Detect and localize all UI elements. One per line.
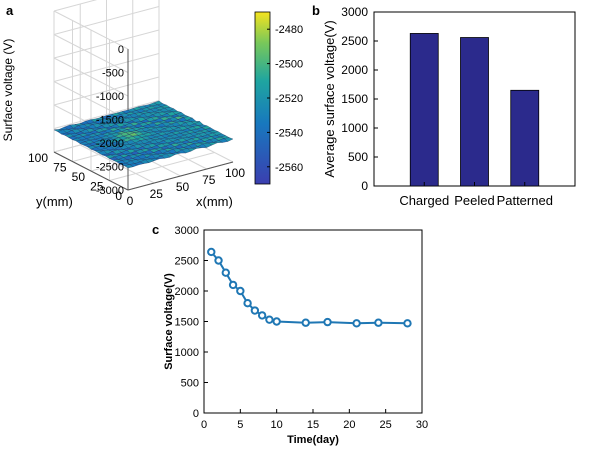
line-chart-c: 0 500 1000 1500 2000 2500 3000 0 5 10 15 20 25 30 Time… [163,225,428,446]
y-tick-label-b: 3000 [341,5,368,19]
x-tick-label-c: 20 [343,419,355,431]
y-tick-label-b: 2000 [341,63,368,77]
y-tick-label-c: 3000 [175,225,199,237]
x-tick-label-c: 10 [271,419,283,431]
y-tick-label-a: 0 [115,189,122,203]
colorbar-tick-label: -2520 [275,93,303,105]
surface-cell [223,137,234,142]
x-tick-label-c: 5 [237,419,243,431]
wall-grid-z-left [53,34,129,73]
x-tick-label-a: 75 [202,173,216,187]
y-tick-label-b: 1500 [341,92,368,106]
z-tick-label-a: -1500 [96,115,124,127]
wall-grid-z-left [53,10,129,50]
y-axis-line [53,151,129,191]
y-axis-label-c: Surface voltage(V) [163,273,175,370]
y-tick-label-a: 50 [72,170,86,184]
y-axis-label-a: y(mm) [36,194,73,209]
data-point-c [214,256,223,265]
bar-patterned [510,89,540,187]
wall-grid-z-back [53,53,160,82]
x-tick-label-a: 100 [225,166,245,180]
data-point-c [207,247,216,257]
wall-grid-z-back [53,0,98,12]
y-tick-label-b: 0 [361,179,368,193]
colorbar-tick-label: -2560 [275,162,303,174]
data-point-c [257,311,267,320]
data-point-c [323,317,332,327]
y-axis-label-b: Average surface voltage(V) [322,20,337,177]
y-tick-label-c: 2500 [175,256,199,268]
panel-label-c: c [152,222,160,237]
panel-label-a: a [6,3,14,18]
x-tick-label-a: 25 [150,187,164,201]
x-tick-label-a: 50 [176,180,190,194]
y-tick-label-c: 0 [193,408,199,420]
data-point-c [228,280,238,290]
z-tick-label-a: 0 [118,44,124,56]
x-tick-label-b: Peeled [454,193,494,208]
x-tick-label-c: 0 [201,419,207,431]
x-axis-line [127,161,234,191]
bar-charged [409,33,439,187]
x-axis-label-a: x(mm) [196,194,233,209]
data-point-c [265,315,274,324]
wall-grid-z-back [53,100,160,129]
z-tick-label-a: -1000 [96,91,124,103]
colorbar-tick-label: -2540 [275,127,303,139]
x-tick-label-c: 15 [307,419,319,431]
data-point-c [301,318,310,327]
x-tick-label-b: Charged [399,193,449,208]
z-tick-label-a: -500 [102,68,124,80]
z-axis-label-a: Surface voltage (V) [1,39,15,142]
x-tick-label-b: Patterned [497,193,553,208]
z-tick-label-a: -2500 [96,162,124,174]
z-tick-label-a: -3000 [96,185,124,197]
y-tick-label-c: 2000 [175,286,199,298]
bar-chart-b: 0 500 1000 1500 2000 2500 3000 Charged Peeled Pat… [322,5,576,208]
wall-grid-z-back [53,6,160,35]
y-tick-label-a: 25 [90,180,104,194]
data-point-c [221,268,231,277]
z-tick-label-a: -2000 [96,138,124,150]
y-tick-label-c: 1000 [175,347,199,359]
wall-grid-z-back [53,29,160,59]
data-point-c [352,319,361,328]
y-tick-label-c: 1500 [175,317,199,329]
y-tick-label-a: 100 [28,151,48,165]
x-tick-label-c: 25 [380,419,392,431]
data-point-c [236,286,245,296]
y-tick-label-c: 500 [181,378,199,390]
bar-peeled [460,37,489,187]
x-tick-label-a: 0 [127,194,134,208]
data-point-c [243,299,252,308]
data-point-c [272,317,281,326]
data-point-c [374,318,383,327]
x-tick-label-c: 30 [416,419,428,431]
colorbar-tick-label: -2500 [275,59,303,71]
y-tick-label-b: 1000 [341,121,368,135]
panel-label-b: b [312,3,320,18]
x-axis-label-c: Time(day) [287,434,339,446]
y-tick-label-b: 500 [348,150,368,164]
y-tick-label-a: 75 [53,161,67,175]
wall-grid-z-left [53,57,129,97]
colorbar-tick-label: -2480 [275,24,303,36]
y-tick-label-b: 2500 [341,34,368,48]
data-point-c [403,319,412,328]
data-point-c [250,306,260,315]
wall-grid-z-back [53,76,160,106]
